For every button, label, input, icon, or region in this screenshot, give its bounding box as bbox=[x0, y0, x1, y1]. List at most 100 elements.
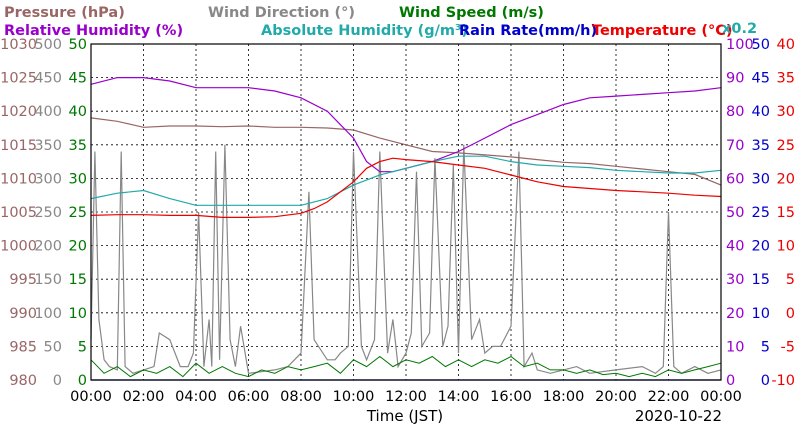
tick-label-wind-speed: 15 bbox=[69, 272, 87, 288]
tick-label-wind-direction: 250 bbox=[34, 205, 62, 221]
tick-label-temperature: 5 bbox=[786, 272, 795, 288]
tick-label-x: 00:00 bbox=[700, 389, 742, 405]
tick-label-pressure: 1010 bbox=[0, 171, 37, 187]
legend-relative-humidity: Relative Humidity (%) bbox=[4, 23, 183, 39]
tick-label-x: 08:00 bbox=[280, 389, 322, 405]
tick-label-x: 10:00 bbox=[333, 389, 375, 405]
series-line-wind-direction bbox=[90, 144, 722, 375]
tick-label-pressure: 1025 bbox=[0, 71, 37, 87]
tick-label-rain-rate: 10 bbox=[752, 306, 770, 322]
series-line-wind-speed-m-s bbox=[90, 355, 722, 378]
tick-label-humidity: 40 bbox=[726, 239, 744, 255]
tick-label-rain-rate: 15 bbox=[752, 272, 770, 288]
right-axes: 1009080706050403020100504540353025201510… bbox=[726, 37, 795, 389]
legend-absolute-humidity: Absolute Humidity (g/m³) bbox=[261, 23, 468, 39]
tick-label-wind-direction: 450 bbox=[34, 71, 62, 87]
chart-date: 2020-10-22 bbox=[635, 407, 722, 425]
tick-label-pressure: 1005 bbox=[0, 205, 37, 221]
tick-label-pressure: 990 bbox=[9, 306, 37, 322]
tick-label-x: 04:00 bbox=[175, 389, 217, 405]
tick-label-temperature: 10 bbox=[777, 239, 795, 255]
tick-label-wind-direction: 150 bbox=[34, 272, 62, 288]
tick-label-wind-direction: 200 bbox=[34, 239, 62, 255]
tick-label-temperature: -10 bbox=[771, 373, 795, 389]
tick-label-humidity: 50 bbox=[726, 205, 744, 221]
tick-label-x: 20:00 bbox=[595, 389, 637, 405]
tick-label-x: 22:00 bbox=[648, 389, 690, 405]
tick-label-humidity: 90 bbox=[726, 71, 744, 87]
tick-label-rain-rate: 30 bbox=[752, 171, 770, 187]
tick-label-wind-speed: 35 bbox=[69, 138, 87, 154]
tick-label-wind-speed: 25 bbox=[69, 205, 87, 221]
tick-label-wind-speed: 0 bbox=[78, 373, 87, 389]
tick-label-pressure: 995 bbox=[9, 272, 37, 288]
tick-label-pressure: 980 bbox=[9, 373, 37, 389]
tick-label-rain-rate: 50 bbox=[752, 37, 770, 53]
tick-label-humidity: 100 bbox=[726, 37, 754, 53]
tick-label-rain-rate: 45 bbox=[752, 71, 770, 87]
tick-label-humidity: 30 bbox=[726, 272, 744, 288]
left-axes: 1030102510201015101010051000995990985980… bbox=[0, 37, 87, 389]
tick-label-wind-speed: 10 bbox=[69, 306, 87, 322]
series-line-temperature-c bbox=[90, 157, 722, 218]
tick-label-temperature: 25 bbox=[777, 138, 795, 154]
tick-label-pressure: 1015 bbox=[0, 138, 37, 154]
tick-label-pressure: 1000 bbox=[0, 239, 37, 255]
plot-frame bbox=[90, 43, 722, 381]
legend-pressure: Pressure (hPa) bbox=[4, 5, 125, 21]
tick-label-humidity: 20 bbox=[726, 306, 744, 322]
tick-label-x: 02:00 bbox=[123, 389, 165, 405]
tick-label-x: 12:00 bbox=[385, 389, 427, 405]
tick-label-wind-speed: 30 bbox=[69, 171, 87, 187]
tick-label-humidity: 80 bbox=[726, 104, 744, 120]
x-axis-title: Time (JST) bbox=[366, 407, 443, 425]
tick-label-wind-speed: 50 bbox=[69, 37, 87, 53]
tick-label-wind-speed: 20 bbox=[69, 239, 87, 255]
tick-label-x: 00:00 bbox=[70, 389, 112, 405]
tick-label-pressure: 1030 bbox=[0, 37, 37, 53]
tick-label-rain-rate: 0 bbox=[761, 373, 770, 389]
tick-label-temperature: 35 bbox=[777, 71, 795, 87]
tick-label-humidity: 10 bbox=[726, 339, 744, 355]
tick-label-x: 16:00 bbox=[490, 389, 532, 405]
legend-rain-rate: Rain Rate(mm/h) bbox=[459, 23, 597, 39]
tick-label-pressure: 1020 bbox=[0, 104, 37, 120]
tick-label-rain-rate: 5 bbox=[761, 339, 770, 355]
tick-label-wind-speed: 45 bbox=[69, 71, 87, 87]
tick-label-wind-speed: 5 bbox=[78, 339, 87, 355]
legend-wind-direction: Wind Direction (°) bbox=[208, 5, 355, 21]
tick-label-rain-rate: 25 bbox=[752, 205, 770, 221]
tick-label-wind-speed: 40 bbox=[69, 104, 87, 120]
tick-label-wind-direction: 300 bbox=[34, 171, 62, 187]
tick-label-wind-direction: 400 bbox=[34, 104, 62, 120]
tick-label-rain-rate: 40 bbox=[752, 104, 770, 120]
tick-label-temperature: 40 bbox=[777, 37, 795, 53]
tick-label-humidity: 60 bbox=[726, 171, 744, 187]
x-axis: 00:00 02:00 04:00 06:00 08:00 10:00 12:00 14:00… bbox=[70, 389, 742, 405]
tick-label-x: 18:00 bbox=[543, 389, 585, 405]
tick-label-humidity: 0 bbox=[726, 373, 735, 389]
tick-label-temperature: 20 bbox=[777, 171, 795, 187]
tick-label-pressure: 985 bbox=[9, 339, 37, 355]
tick-label-x: 14:00 bbox=[438, 389, 480, 405]
tick-label-wind-direction: 100 bbox=[34, 306, 62, 322]
tick-label-rain-rate: 20 bbox=[752, 239, 770, 255]
tick-label-wind-direction: 500 bbox=[34, 37, 62, 53]
tick-label-temperature: 0 bbox=[786, 306, 795, 322]
legend: Pressure (hPa) Wind Direction (°) Wind S… bbox=[4, 5, 757, 39]
tick-label-humidity: 70 bbox=[726, 138, 744, 154]
series-line-pressure-hpa bbox=[90, 117, 722, 186]
legend-wind-speed: Wind Speed (m/s) bbox=[399, 5, 544, 21]
legend-scale-note: x0.2 bbox=[722, 21, 757, 37]
tick-label-wind-direction: 50 bbox=[44, 339, 62, 355]
tick-label-wind-direction: 0 bbox=[53, 373, 62, 389]
tick-label-temperature: 15 bbox=[777, 205, 795, 221]
tick-label-temperature: 30 bbox=[777, 104, 795, 120]
tick-label-rain-rate: 35 bbox=[752, 138, 770, 154]
tick-label-wind-direction: 350 bbox=[34, 138, 62, 154]
tick-label-x: 06:00 bbox=[228, 389, 270, 405]
legend-temperature: Temperature (°C) bbox=[592, 23, 733, 39]
tick-label-temperature: -5 bbox=[781, 339, 795, 355]
